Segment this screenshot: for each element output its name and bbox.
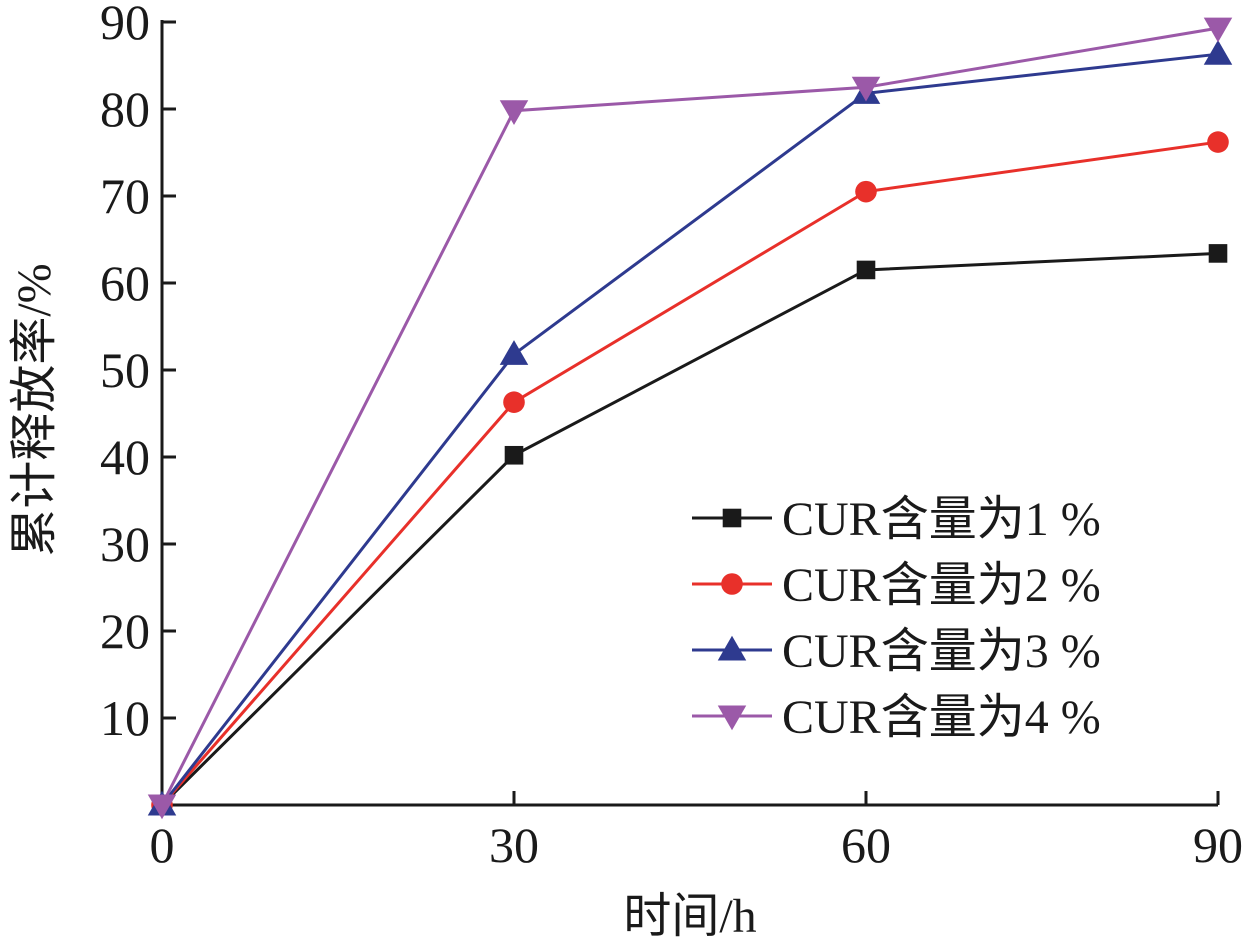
data-point [1203,39,1233,65]
x-tick-label: 90 [1193,817,1243,873]
series-line [160,52,1219,806]
legend-item-1: CUR含量为1 % [692,493,1101,546]
series-line [160,251,1219,807]
data-point [504,445,524,465]
data-point [1208,244,1228,263]
data-point [851,76,881,102]
legend-label: CUR含量为4 % [782,691,1101,744]
legend-label: CUR含量为3 % [782,625,1101,678]
data-point [856,260,876,280]
axes: 10 20 30 40 50 60 70 80 90 0 30 60 90 [100,0,1243,873]
data-point [503,391,525,413]
series-4 [147,17,1233,820]
y-tick-label: 40 [100,429,150,485]
data-point [499,100,529,125]
series-line [160,140,1219,806]
data-point [1203,17,1233,43]
y-tick-label: 20 [100,603,150,659]
series-line [160,26,1219,806]
legend-item-4: CUR含量为4 % [692,691,1101,744]
x-tick-label: 0 [150,817,175,873]
legend-item-3: CUR含量为3 % [692,625,1101,678]
x-axis-title: 时间/h [623,890,756,943]
data-point [147,794,177,820]
y-axis-title: 累计释放率/% [8,263,61,556]
legend-marker [722,508,742,528]
legend-marker [717,705,747,731]
y-tick-label: 30 [100,516,150,572]
legend: CUR含量为1 % CUR含量为2 % CUR含量为3 % CUR含量为4 % [692,493,1101,744]
legend-label: CUR含量为1 % [782,493,1101,546]
series-layer [147,17,1233,820]
data-point [1207,131,1229,153]
legend-item-2: CUR含量为2 % [692,559,1101,612]
y-tick-label: 50 [100,342,150,398]
x-tick-label: 60 [841,817,891,873]
legend-marker [717,635,747,661]
y-tick-label: 60 [100,255,150,311]
y-tick-label: 90 [100,0,150,50]
y-tick-label: 80 [100,81,150,137]
y-tick-label: 10 [100,690,150,746]
y-tick-label: 70 [100,168,150,224]
data-point [499,340,529,365]
data-point [855,180,877,203]
x-tick-label: 30 [489,817,539,873]
legend-marker [721,573,743,595]
legend-label: CUR含量为2 % [782,559,1101,612]
